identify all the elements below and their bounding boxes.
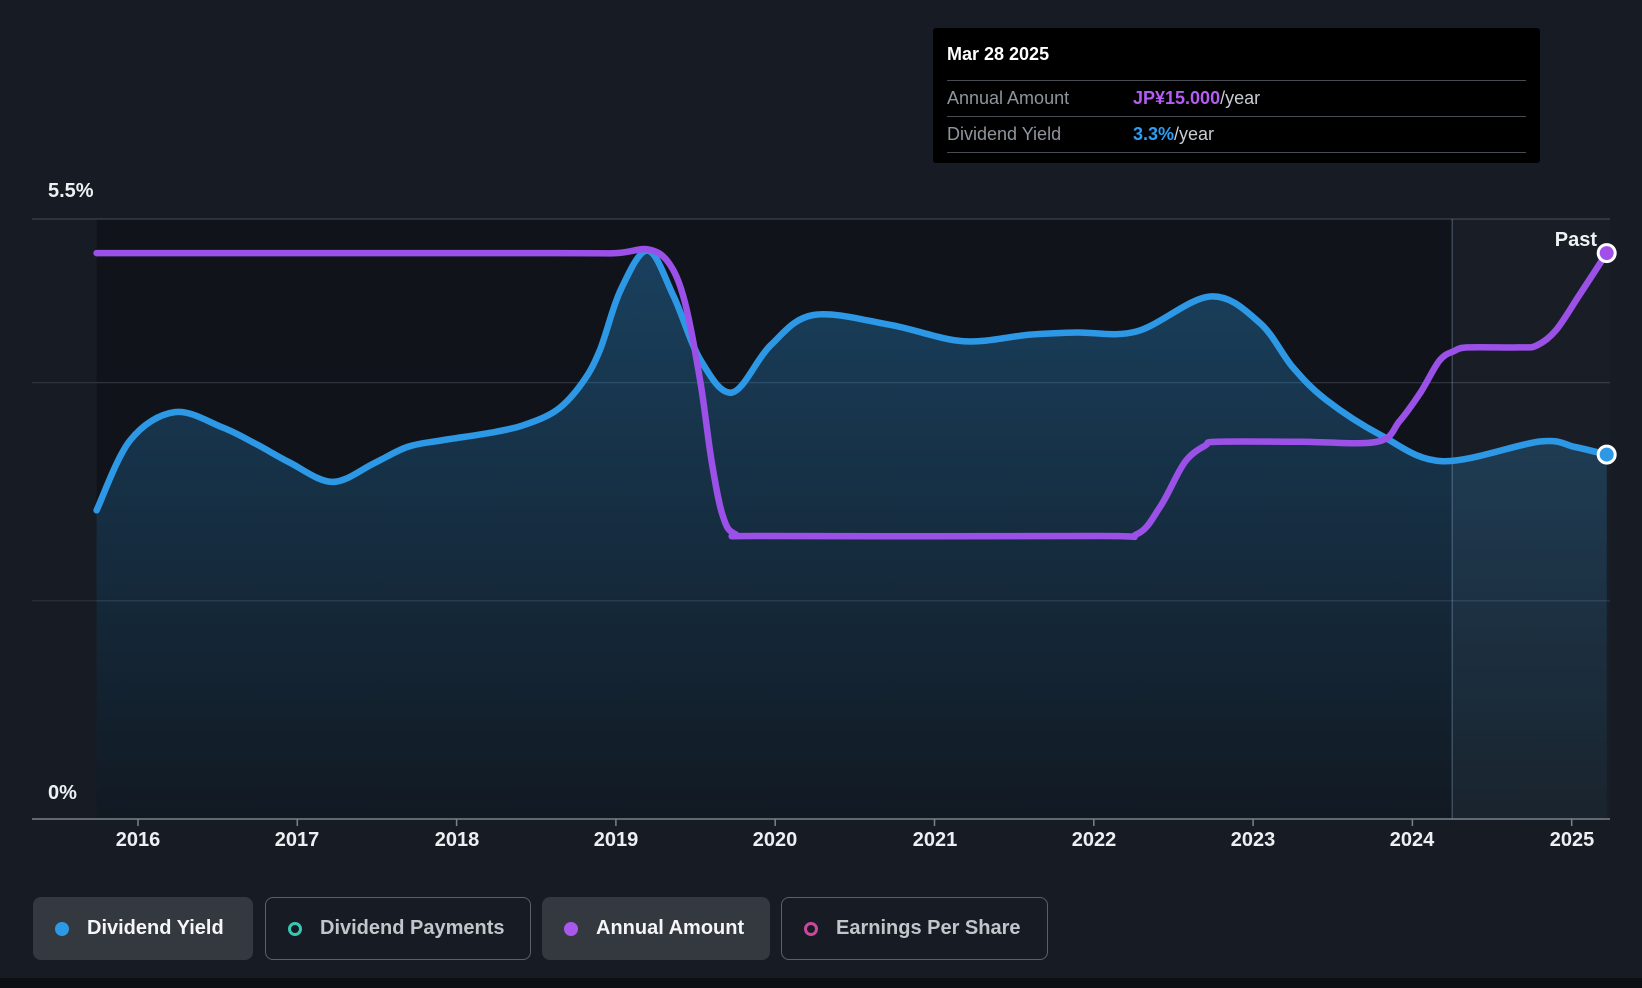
x-axis-label: 2017 bbox=[274, 829, 320, 851]
legend-label: Earnings Per Share bbox=[836, 917, 1021, 939]
x-axis-label: 2018 bbox=[434, 829, 480, 851]
y-axis-zero-label: 0% bbox=[48, 782, 77, 804]
dividend-payments-ring-icon bbox=[288, 921, 302, 936]
tooltip-value-suffix: /year bbox=[1220, 88, 1261, 108]
x-axis-label: 2020 bbox=[752, 829, 798, 851]
tooltip-row-annual-amount: Annual Amount JP¥15.000/year bbox=[947, 80, 1526, 116]
legend-earnings-per-share-button[interactable]: Earnings Per Share bbox=[781, 897, 1048, 960]
annual-amount-end-marker[interactable] bbox=[1596, 243, 1617, 264]
legend-label: Dividend Payments bbox=[320, 917, 505, 939]
annual-amount-dot-icon bbox=[564, 921, 578, 936]
annual-amount-line bbox=[93, 245, 1610, 541]
dividend-yield-end-marker[interactable] bbox=[1596, 444, 1617, 465]
x-axis-label: 2016 bbox=[115, 829, 161, 851]
tooltip-label: Annual Amount bbox=[947, 88, 1070, 108]
x-axis-label: 2025 bbox=[1549, 829, 1595, 851]
tooltip-value: 3.3% bbox=[1133, 124, 1175, 144]
legend-label: Annual Amount bbox=[596, 917, 745, 939]
x-axis-label: 2023 bbox=[1230, 829, 1276, 851]
dividend-yield-line bbox=[93, 247, 1610, 514]
past-region-label: Past bbox=[1554, 229, 1597, 251]
x-axis-label: 2019 bbox=[593, 829, 639, 851]
y-axis-max-label: 5.5% bbox=[48, 180, 94, 202]
legend-dividend-yield-button[interactable]: Dividend Yield bbox=[33, 897, 253, 960]
legend-annual-amount-button[interactable]: Annual Amount bbox=[542, 897, 770, 960]
tooltip-row-dividend-yield: Dividend Yield 3.3%/year bbox=[947, 116, 1526, 153]
x-axis-label: 2021 bbox=[912, 829, 958, 851]
past-band bbox=[1452, 219, 1610, 819]
tooltip-date: Mar 28 2025 bbox=[947, 43, 1050, 64]
dividend-yield-dot-icon bbox=[55, 921, 69, 936]
tooltip-value-suffix: /year bbox=[1174, 124, 1215, 144]
legend-label: Dividend Yield bbox=[87, 917, 224, 939]
tooltip-label: Dividend Yield bbox=[947, 124, 1062, 144]
tooltip-value: JP¥15.000 bbox=[1133, 88, 1221, 108]
chart-tooltip: Mar 28 2025 Annual Amount JP¥15.000/year… bbox=[933, 28, 1540, 163]
legend-dividend-payments-button[interactable]: Dividend Payments bbox=[265, 897, 531, 960]
bottom-edge bbox=[0, 978, 1642, 988]
earnings-per-share-ring-icon bbox=[804, 921, 818, 936]
x-axis-label: 2024 bbox=[1389, 829, 1435, 851]
x-axis-label: 2022 bbox=[1071, 829, 1117, 851]
